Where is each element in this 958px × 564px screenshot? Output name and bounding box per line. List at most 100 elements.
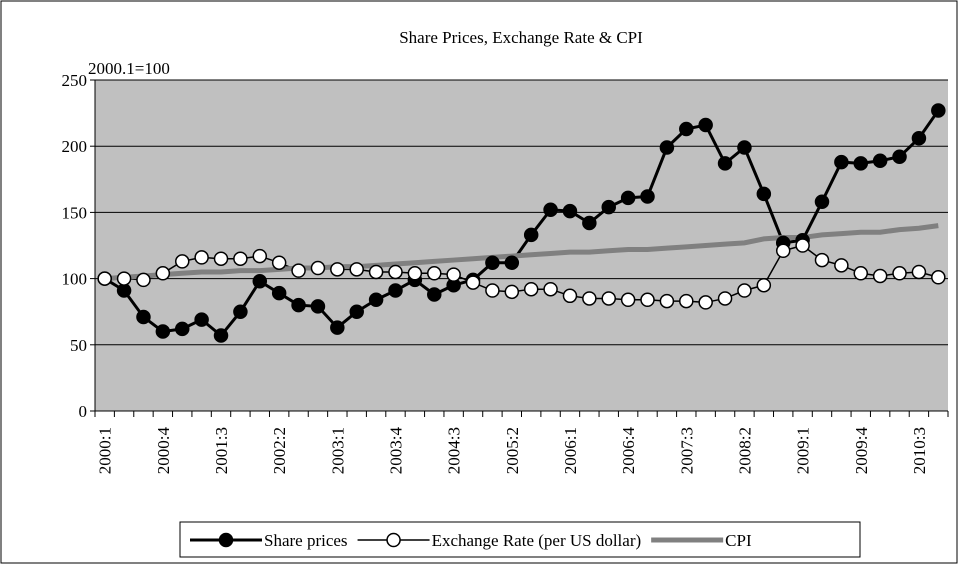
- x-tick-label: 2000:1: [96, 427, 115, 474]
- series-marker: [853, 156, 869, 171]
- x-tick-label: 2006:1: [561, 427, 580, 474]
- series-marker: [330, 320, 345, 335]
- series-marker: [892, 266, 907, 281]
- series-marker: [756, 186, 772, 202]
- series-marker: [640, 292, 655, 308]
- series-marker: [485, 255, 500, 270]
- annotation: 2000.1=100: [88, 59, 170, 78]
- series-marker: [775, 243, 791, 259]
- series-marker: [911, 264, 927, 280]
- legend-label: Exchange Rate (per US dollar): [432, 531, 642, 550]
- x-tick-label: 2005:2: [503, 427, 522, 474]
- series-marker: [504, 284, 520, 300]
- series-marker: [562, 203, 578, 219]
- series-marker: [582, 291, 597, 306]
- y-tick-label: 150: [62, 203, 88, 222]
- series-marker: [194, 250, 209, 265]
- series-marker: [679, 293, 694, 309]
- series-marker: [698, 295, 713, 310]
- y-tick-label: 200: [62, 137, 88, 156]
- series-marker: [523, 281, 539, 297]
- series-marker: [582, 215, 597, 231]
- x-tick-label: 2003:4: [386, 427, 405, 475]
- series-marker: [427, 266, 442, 281]
- series-marker: [213, 328, 229, 343]
- x-tick-label: 2008:2: [735, 427, 754, 474]
- series-marker: [814, 194, 830, 210]
- series-marker: [368, 292, 384, 308]
- series-marker: [271, 285, 287, 301]
- series-marker: [659, 293, 675, 309]
- series-marker: [155, 324, 171, 339]
- series-marker: [174, 321, 190, 337]
- series-marker: [834, 258, 849, 273]
- series-marker: [620, 190, 636, 206]
- series-marker: [330, 262, 345, 277]
- x-tick-label: 2009:4: [852, 427, 871, 475]
- series-marker: [407, 266, 423, 281]
- x-tick-label: 2001:3: [212, 427, 231, 474]
- series-marker: [814, 252, 830, 268]
- series-marker: [620, 292, 636, 308]
- x-tick-label: 2003:1: [328, 427, 347, 474]
- legend-label: Share prices: [264, 531, 348, 550]
- series-marker: [504, 255, 520, 270]
- series-marker: [233, 304, 248, 319]
- y-tick-label: 0: [79, 402, 88, 421]
- legend-marker: [386, 532, 401, 548]
- series-marker: [291, 297, 306, 313]
- series-marker: [485, 283, 500, 298]
- legend-label: CPI: [725, 531, 752, 550]
- series-marker: [194, 312, 209, 327]
- x-tick-label: 2009:1: [794, 427, 813, 474]
- series-marker: [834, 154, 849, 170]
- x-tick-label: 2007:3: [677, 427, 696, 474]
- series-marker: [698, 117, 713, 133]
- series-marker: [465, 275, 481, 290]
- series-marker: [737, 283, 752, 298]
- plot-area: [95, 80, 948, 411]
- x-tick-label: 2002:2: [270, 427, 289, 474]
- y-tick-label: 250: [62, 71, 88, 90]
- chart-title: Share Prices, Exchange Rate & CPI: [399, 28, 643, 47]
- series-marker: [349, 262, 364, 277]
- series-marker: [892, 149, 907, 165]
- series-marker: [543, 202, 558, 218]
- series-marker: [97, 271, 112, 286]
- legend-marker: [218, 532, 234, 548]
- series-marker: [291, 263, 306, 278]
- series-marker: [388, 283, 403, 298]
- series-marker: [659, 140, 675, 155]
- series-marker: [136, 309, 151, 325]
- series-marker: [717, 156, 733, 171]
- series-marker: [872, 153, 888, 169]
- series-marker: [717, 291, 733, 306]
- series-marker: [233, 251, 248, 266]
- series-marker: [116, 283, 132, 298]
- y-tick-label: 100: [62, 270, 88, 289]
- series-marker: [310, 260, 326, 276]
- series-marker: [601, 199, 616, 215]
- series-marker: [911, 131, 927, 146]
- series-marker: [853, 266, 869, 281]
- x-tick-label: 2010:3: [910, 427, 929, 474]
- series-marker: [737, 140, 752, 155]
- series-marker: [388, 264, 403, 280]
- legend: [179, 521, 861, 558]
- series-marker: [252, 273, 268, 289]
- x-tick-label: 2000:4: [154, 427, 173, 475]
- series-marker: [523, 227, 539, 243]
- series-marker: [640, 189, 655, 204]
- series-marker: [931, 270, 946, 285]
- series-marker: [136, 272, 151, 288]
- series-marker: [931, 103, 946, 118]
- series-marker: [155, 266, 171, 281]
- series-marker: [310, 299, 326, 314]
- x-tick-label: 2006:4: [619, 427, 638, 475]
- series-marker: [368, 264, 384, 280]
- series-marker: [756, 277, 772, 293]
- series-marker: [601, 291, 616, 306]
- series-marker: [427, 287, 442, 302]
- series-marker: [795, 238, 810, 253]
